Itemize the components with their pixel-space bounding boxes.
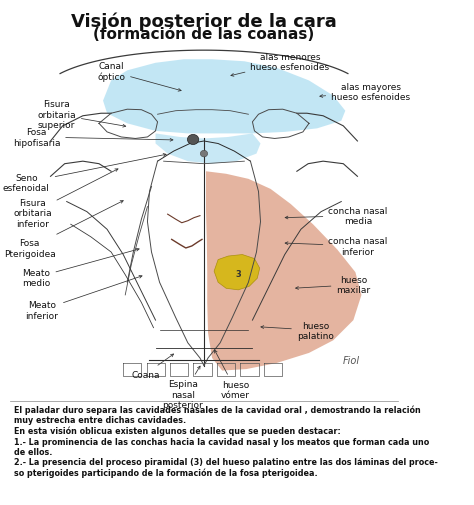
Text: Seno
esfenoidal: Seno esfenoidal xyxy=(3,154,166,193)
Text: hueso
palatino: hueso palatino xyxy=(261,321,334,340)
Ellipse shape xyxy=(201,151,208,158)
Text: alas menores
hueso esfenoides: alas menores hueso esfenoides xyxy=(231,53,329,77)
Text: Visión posterior de la cara: Visión posterior de la cara xyxy=(71,13,337,31)
Polygon shape xyxy=(214,255,260,290)
Ellipse shape xyxy=(187,135,199,145)
Text: hueso
maxilar: hueso maxilar xyxy=(296,276,371,295)
Text: (formación de las coanas): (formación de las coanas) xyxy=(93,27,315,42)
Text: concha nasal
inferior: concha nasal inferior xyxy=(285,237,388,256)
Text: Espina
nasal
posterior: Espina nasal posterior xyxy=(163,367,203,410)
Text: alas mayores
hueso esfenoides: alas mayores hueso esfenoides xyxy=(320,83,410,102)
Text: Fiol: Fiol xyxy=(343,356,360,366)
Text: Coana: Coana xyxy=(131,355,173,379)
Polygon shape xyxy=(103,60,346,134)
Text: hueso
vómer: hueso vómer xyxy=(215,350,250,399)
Polygon shape xyxy=(155,134,261,164)
Polygon shape xyxy=(206,172,362,371)
Text: Meato
medio: Meato medio xyxy=(22,249,139,287)
Text: Fosa
Pterigoidea: Fosa Pterigoidea xyxy=(4,201,123,258)
Text: concha nasal
media: concha nasal media xyxy=(285,207,388,226)
Text: Meato
inferior: Meato inferior xyxy=(25,276,142,320)
Text: Fisura
orbitaria
inferior: Fisura orbitaria inferior xyxy=(13,170,118,228)
Text: 3: 3 xyxy=(236,269,241,278)
Text: El paladar duro separa las cavidades nasales de la cavidad oral , demostrando la: El paladar duro separa las cavidades nas… xyxy=(14,405,438,478)
Text: Fosa
hipofisaria: Fosa hipofisaria xyxy=(13,128,173,147)
Text: Fisura
orbitaria
superior: Fisura orbitaria superior xyxy=(37,100,126,130)
Text: Canal
óptico: Canal óptico xyxy=(97,62,181,92)
